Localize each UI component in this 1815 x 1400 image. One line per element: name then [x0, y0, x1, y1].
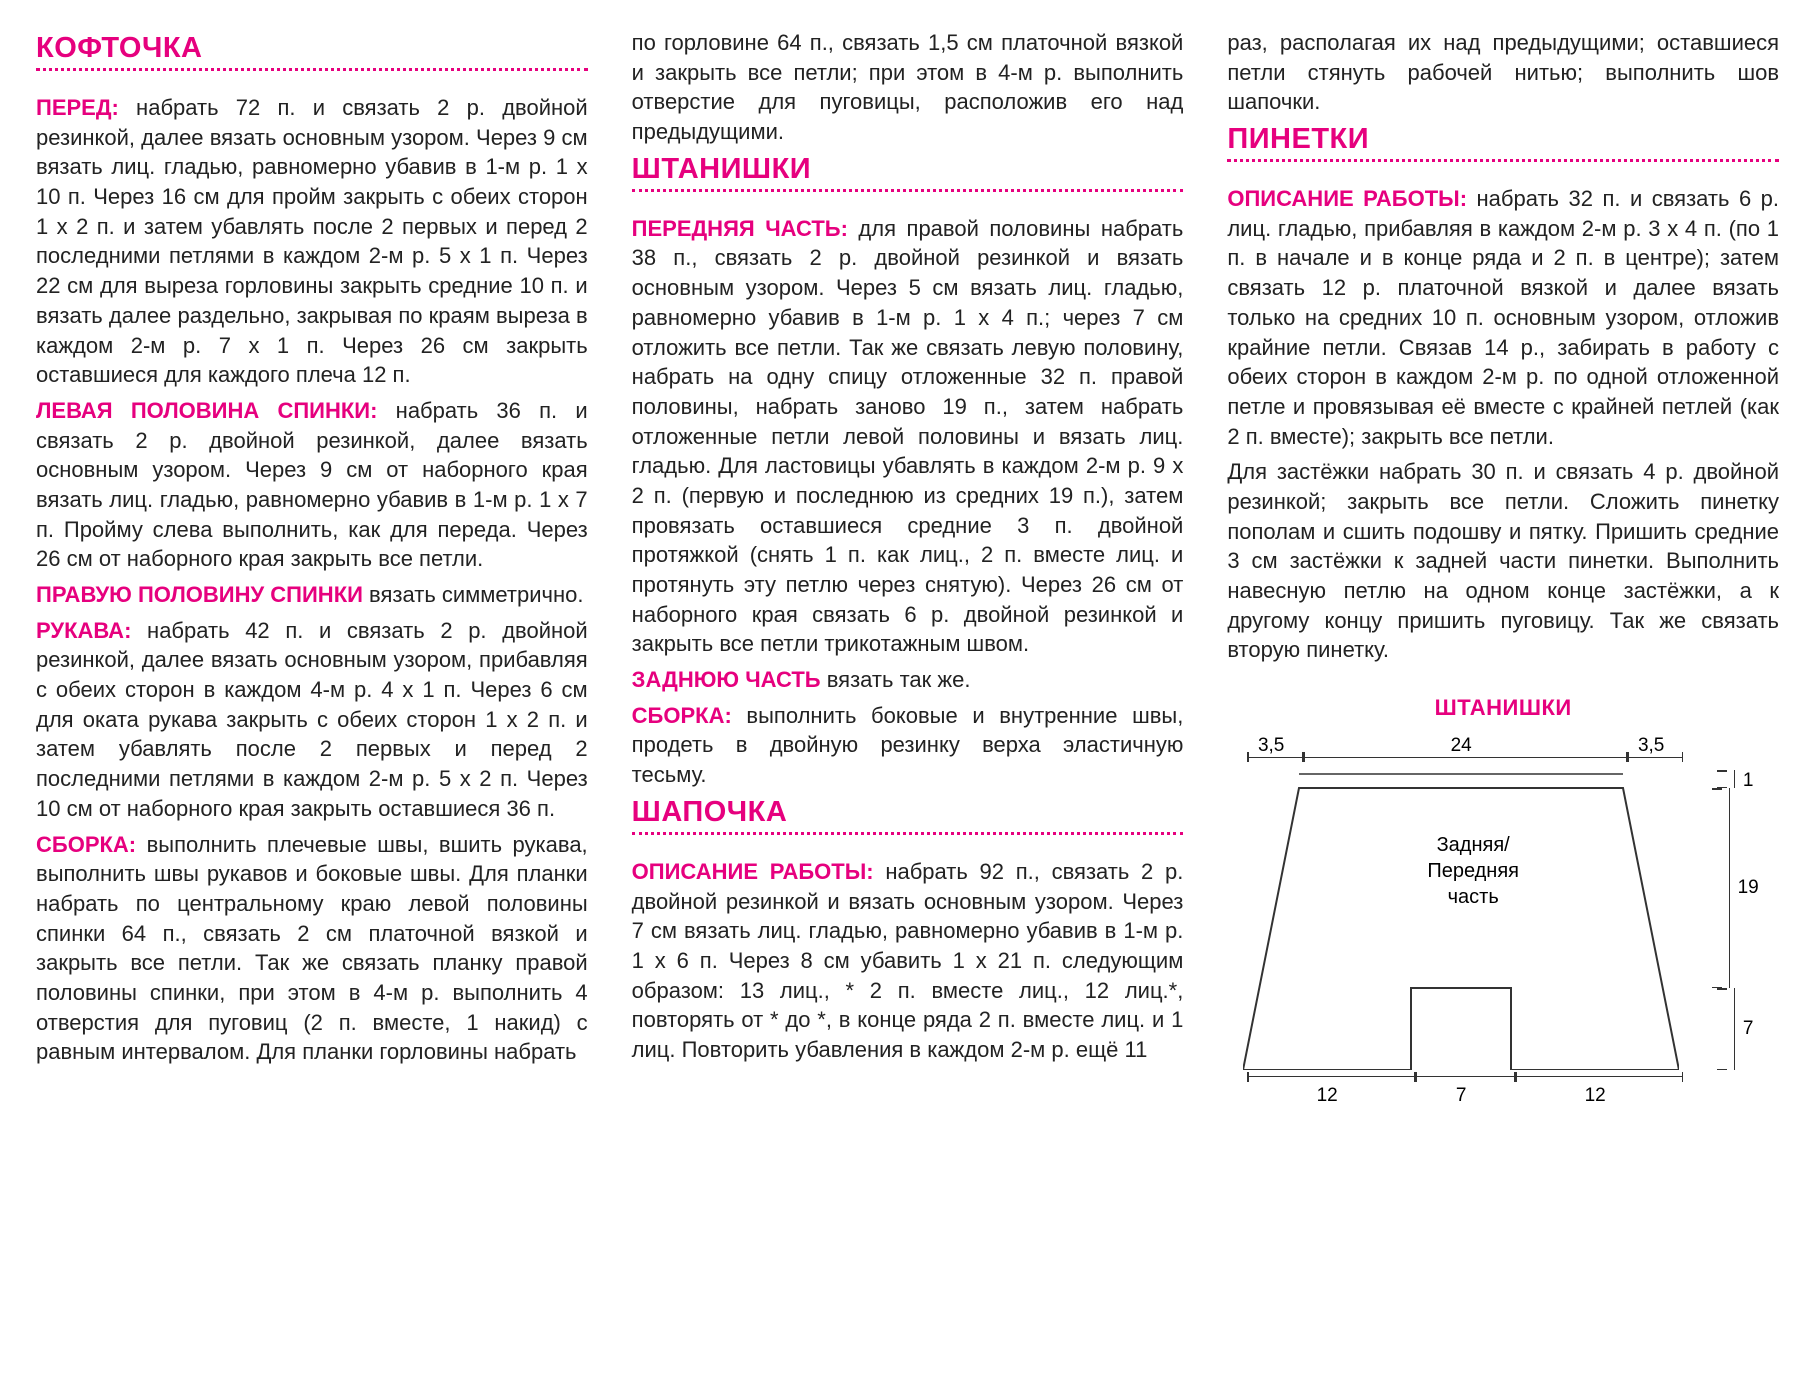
- text-back-part: вязать так же.: [821, 667, 971, 692]
- label-sleeves: РУКАВА:: [36, 618, 131, 643]
- dim-bot-left: 12: [1243, 1085, 1411, 1107]
- dimline-bot-mid: [1415, 1074, 1515, 1077]
- dimline-right-1: [1721, 770, 1735, 788]
- dim-top-mid: 24: [1299, 735, 1623, 757]
- para-cont-col2: по горловине 64 п., связать 1,5 см плато…: [632, 28, 1184, 147]
- label-assembly1: СБОРКА:: [36, 832, 136, 857]
- text-front-part: для правой половины набрать 38 п., связа…: [632, 216, 1184, 657]
- para-right-back: ПРАВУЮ ПОЛОВИНУ СПИНКИ вязать симметричн…: [36, 580, 588, 610]
- section-title-shapochka: ШАПОЧКА: [632, 796, 1184, 835]
- text-pered: набрать 72 п. и связать 2 р. двойной рез…: [36, 95, 588, 387]
- label-front-part: ПЕРЕДНЯЯ ЧАСТЬ:: [632, 216, 848, 241]
- para-hat: ОПИСАНИЕ РАБОТЫ: набрать 92 п., связать …: [632, 857, 1184, 1065]
- dim-bot-right: 12: [1511, 1085, 1679, 1107]
- dimline-top-right: [1627, 757, 1683, 760]
- diagram-shape-label: Задняя/ Передняя часть: [1243, 832, 1703, 910]
- para-sleeves: РУКАВА: набрать 42 п. и связать 2 р. дво…: [36, 616, 588, 824]
- dim-top-right: 3,5: [1623, 735, 1679, 757]
- para-assembly1: СБОРКА: выполнить плечевые швы, вшить ру…: [36, 830, 588, 1068]
- para-assembly2: СБОРКА: выполнить боковые и внутренние ш…: [632, 701, 1184, 790]
- section-title-shtanishki: ШТАНИШКИ: [632, 153, 1184, 192]
- dimline-right-2: [1716, 788, 1730, 988]
- text-booties1: набрать 32 п. и связать 6 р. лиц. гладью…: [1227, 186, 1779, 449]
- dimline-right-3: [1721, 988, 1735, 1070]
- dim-top-left: 3,5: [1243, 735, 1299, 757]
- label-assembly2: СБОРКА:: [632, 703, 732, 728]
- para-pered: ПЕРЕД: набрать 72 п. и связать 2 р. двой…: [36, 93, 588, 390]
- label-right-back: ПРАВУЮ ПОЛОВИНУ СПИНКИ: [36, 582, 363, 607]
- para-left-back: ЛЕВАЯ ПОЛОВИНА СПИНКИ: набрать 36 п. и с…: [36, 396, 588, 574]
- dim-right-3: 7: [1743, 1018, 1754, 1040]
- label-hat: ОПИСАНИЕ РАБОТЫ:: [632, 859, 874, 884]
- dimline-top-mid: [1303, 757, 1627, 760]
- para-booties2: Для застёжки набрать 30 п. и связать 4 р…: [1227, 457, 1779, 665]
- label-left-back: ЛЕВАЯ ПОЛОВИНА СПИНКИ:: [36, 398, 377, 423]
- dimline-bot-right: [1515, 1074, 1683, 1077]
- text-sleeves: набрать 42 п. и связать 2 р. двойной рез…: [36, 618, 588, 821]
- label-back-part: ЗАДНЮЮ ЧАСТЬ: [632, 667, 821, 692]
- para-front-part: ПЕРЕДНЯЯ ЧАСТЬ: для правой половины набр…: [632, 214, 1184, 659]
- dimline-top-left: [1247, 757, 1303, 760]
- diagram-title: ШТАНИШКИ: [1227, 695, 1779, 721]
- text-left-back: набрать 36 п. и связать 2 р. двойной рез…: [36, 398, 588, 571]
- dimline-bot-left: [1247, 1074, 1415, 1077]
- dim-right-1: 1: [1743, 770, 1754, 788]
- section-title-pinetki: ПИНЕТКИ: [1227, 123, 1779, 162]
- dim-right-2: 19: [1738, 877, 1759, 899]
- text-right-back: вязать симметрично.: [363, 582, 584, 607]
- label-pered: ПЕРЕД:: [36, 95, 119, 120]
- para-booties1: ОПИСАНИЕ РАБОТЫ: набрать 32 п. и связать…: [1227, 184, 1779, 451]
- dim-bot-mid: 7: [1411, 1085, 1511, 1107]
- text-assembly1: выполнить плечевые швы, вшить рукава, вы…: [36, 832, 588, 1065]
- para-cont-col3: раз, располагая их над предыдущими; оста…: [1227, 28, 1779, 117]
- para-back-part: ЗАДНЮЮ ЧАСТЬ вязать так же.: [632, 665, 1184, 695]
- diagram-shape: [1243, 770, 1679, 1070]
- text-hat: набрать 92 п., связать 2 р. двойной рези…: [632, 859, 1184, 1062]
- diagram-shtanishki: 3,5 24 3,5: [1243, 735, 1763, 1107]
- section-title-koftochka: КОФТОЧКА: [36, 32, 588, 71]
- label-booties: ОПИСАНИЕ РАБОТЫ:: [1227, 186, 1467, 211]
